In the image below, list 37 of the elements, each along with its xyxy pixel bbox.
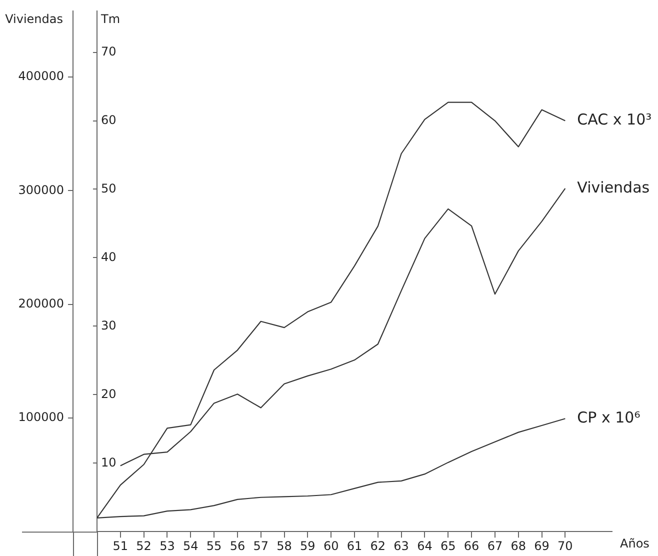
x-tick-label: 61 xyxy=(346,538,362,553)
y-tick-label: 300000 xyxy=(18,182,64,197)
series-label: Viviendas xyxy=(577,178,650,196)
y2-tick-label: 50 xyxy=(101,181,116,196)
x-axis-title: Años xyxy=(620,536,650,551)
y2-tick-label: 60 xyxy=(101,112,116,127)
x-tick-label: 51 xyxy=(112,538,128,553)
x-tick-label: 67 xyxy=(487,538,503,553)
x-tick-label: 70 xyxy=(558,538,573,553)
x-tick-label: 63 xyxy=(394,538,409,553)
x-tick-label: 57 xyxy=(253,538,269,553)
y-tick-label: 100000 xyxy=(18,410,64,424)
x-tick-label: 60 xyxy=(323,538,339,553)
y2-tick-label: 10 xyxy=(101,455,116,470)
y2-tick-label: 40 xyxy=(101,250,116,264)
y2-tick-label: 70 xyxy=(101,44,116,58)
series-label: CP x 10⁶ xyxy=(577,408,640,427)
series-label: CAC x 10³ xyxy=(577,110,652,129)
x-tick-label: 54 xyxy=(182,538,198,553)
x-tick-label: 65 xyxy=(440,538,456,553)
x-tick-label: 53 xyxy=(160,538,175,553)
x-tick-label: 69 xyxy=(534,538,550,553)
x-tick-label: 55 xyxy=(206,538,222,553)
x-tick-label: 56 xyxy=(230,538,246,553)
x-tick-label: 52 xyxy=(136,538,152,553)
y-tick-label: 200000 xyxy=(18,296,64,310)
x-tick-label: 58 xyxy=(276,538,292,553)
x-tick-label: 66 xyxy=(464,538,480,553)
y-tick-label: 400000 xyxy=(18,69,64,84)
y2-tick-label: 30 xyxy=(101,318,116,332)
y-axis-title: Viviendas xyxy=(5,12,63,26)
x-tick-label: 59 xyxy=(300,538,316,553)
x-tick-label: 62 xyxy=(370,538,386,553)
y2-tick-label: 20 xyxy=(101,386,116,401)
x-tick-label: 64 xyxy=(417,538,432,553)
x-tick-label: 68 xyxy=(510,538,526,553)
y2-axis-title: Tm xyxy=(100,12,120,26)
